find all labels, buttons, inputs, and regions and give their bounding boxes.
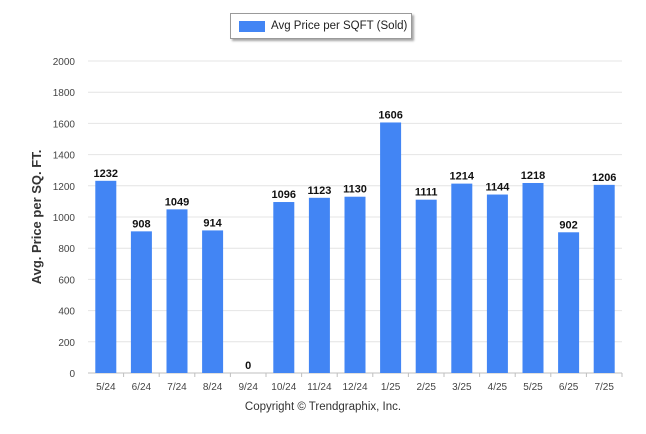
y-tick-label: 400 xyxy=(58,307,75,318)
x-tick-label: 12/24 xyxy=(342,382,367,393)
bar xyxy=(130,231,152,373)
x-tick-label: 10/24 xyxy=(271,382,296,393)
x-tick-label: 2/25 xyxy=(416,382,436,393)
x-tick-label: 11/24 xyxy=(307,382,332,393)
y-axis-label: Avg. Price per SQ. FT. xyxy=(29,150,44,285)
x-tick-label: 8/24 xyxy=(203,382,223,393)
x-tick-label: 5/24 xyxy=(96,382,116,393)
bar-value-label: 1232 xyxy=(94,168,118,180)
bar xyxy=(166,209,188,373)
bar-value-label: 1049 xyxy=(165,196,189,208)
bar-value-label: 1144 xyxy=(485,182,510,194)
bar xyxy=(558,232,580,373)
legend-swatch xyxy=(239,20,265,32)
bar xyxy=(415,199,437,373)
bar xyxy=(344,196,366,373)
y-axis-tick-labels: 0 200 400 600 800 1000 1200 1400 1600 1800 2000 xyxy=(53,57,76,380)
bar-value-label: 908 xyxy=(132,218,150,230)
x-tick-label: 7/24 xyxy=(167,382,187,393)
bar-value-label: 1130 xyxy=(343,184,367,196)
bar xyxy=(593,184,615,373)
bar xyxy=(202,230,224,373)
x-axis-tick-labels: 5/24 6/24 7/24 8/24 9/24 10/24 11/24 12/24 1/25 2… xyxy=(96,382,614,393)
y-tick-label: 600 xyxy=(58,275,75,286)
legend-label: Avg Price per SQFT (Sold) xyxy=(271,20,408,32)
bar xyxy=(522,182,544,373)
bar-value-label: 1606 xyxy=(378,109,402,121)
x-tick-label: 6/25 xyxy=(559,382,579,393)
y-tick-label: 1800 xyxy=(53,88,76,99)
y-tick-label: 0 xyxy=(69,369,75,380)
bar xyxy=(273,202,295,373)
x-tick-label: 4/25 xyxy=(488,382,508,393)
y-tick-label: 200 xyxy=(58,338,75,349)
bar xyxy=(308,197,330,373)
bar xyxy=(95,180,117,373)
x-tick-label: 9/24 xyxy=(238,382,258,393)
bar xyxy=(451,183,473,373)
x-tick-label: 6/24 xyxy=(132,382,152,393)
bar-value-label: 1096 xyxy=(272,189,296,201)
bar-value-label: 1218 xyxy=(521,170,545,182)
y-tick-label: 1000 xyxy=(53,213,76,224)
copyright-footer: Copyright © Trendgraphix, Inc. xyxy=(244,401,402,413)
bar xyxy=(380,122,402,374)
x-tick-label: 5/25 xyxy=(523,382,543,393)
y-tick-label: 1600 xyxy=(53,119,76,130)
bar-value-label: 914 xyxy=(203,217,222,229)
y-tick-label: 1400 xyxy=(53,151,76,162)
bar xyxy=(486,194,508,373)
legend[interactable]: Avg Price per SQFT (Sold) xyxy=(230,13,412,39)
x-tick-label: 3/25 xyxy=(452,382,472,393)
y-tick-label: 2000 xyxy=(53,57,76,68)
bar-value-label: 1123 xyxy=(307,185,331,197)
x-tick-label: 7/25 xyxy=(594,382,614,393)
bar-value-label: 1111 xyxy=(415,187,438,199)
y-tick-label: 800 xyxy=(58,244,75,255)
bar-value-label: 0 xyxy=(245,360,251,372)
bar-value-label: 1214 xyxy=(450,171,475,183)
y-tick-label: 1200 xyxy=(53,182,76,193)
bar-value-label: 902 xyxy=(559,219,577,231)
bars xyxy=(95,122,615,374)
bar-value-labels: 1232 908 1049 914 0 1096 1123 1130 1606 1111 1214 1… xyxy=(94,109,617,372)
bar-value-label: 1206 xyxy=(592,172,616,184)
x-tick-label: 1/25 xyxy=(381,382,401,393)
